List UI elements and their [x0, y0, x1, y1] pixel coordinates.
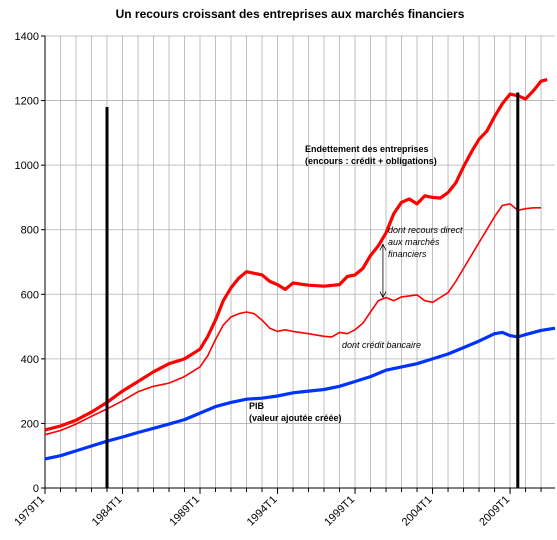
chart-title: Un recours croissant des entreprises aux… [116, 7, 465, 21]
series-line [44, 78, 548, 432]
x-tick-label: 1984T1 [90, 494, 125, 529]
y-tick-label: 0 [33, 483, 39, 495]
x-tick-label: 2009T1 [477, 494, 512, 529]
y-tick-label: 400 [21, 354, 39, 366]
x-tick-label: 1979T1 [12, 494, 47, 529]
annotation: dont recours direct [388, 225, 463, 235]
x-tick-label: 1989T1 [167, 494, 202, 529]
y-tick-label: 800 [21, 225, 39, 237]
annotation: PIB [249, 401, 265, 411]
y-tick-label: 1400 [15, 31, 39, 43]
annotation: Endettement des entreprises [305, 144, 429, 154]
series-line [44, 326, 556, 461]
annotation: dont crédit bancaire [342, 340, 421, 350]
annotation: financiers [388, 249, 427, 259]
y-tick-label: 600 [21, 289, 39, 301]
annotation: (valeur ajoutée créée) [249, 413, 342, 423]
y-tick-label: 200 [21, 418, 39, 430]
annotation: aux marchés [388, 237, 440, 247]
arrow-head [379, 243, 387, 299]
y-tick-label: 1200 [15, 96, 39, 108]
series-line [44, 203, 541, 436]
x-tick-label: 1994T1 [245, 494, 280, 529]
y-tick-label: 1000 [15, 160, 39, 172]
x-tick-label: 1999T1 [322, 494, 357, 529]
x-tick-label: 2004T1 [400, 494, 435, 529]
annotation: (encours : crédit + obligations) [305, 156, 437, 166]
